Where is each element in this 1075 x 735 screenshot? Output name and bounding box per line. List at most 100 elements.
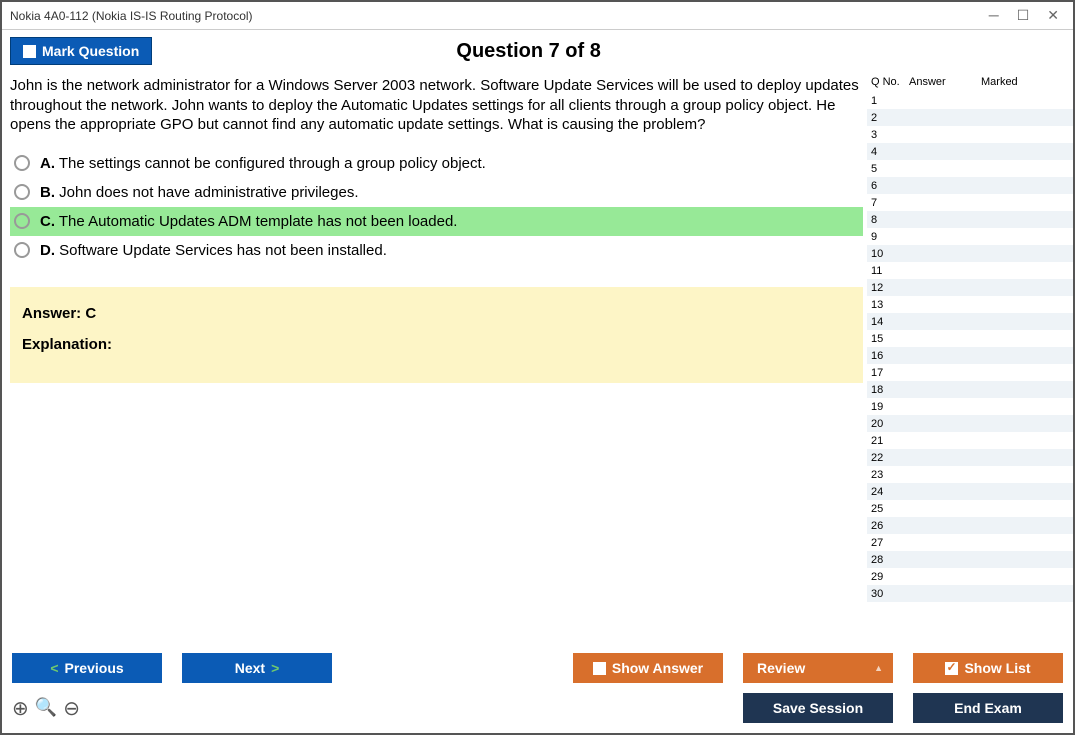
next-label: Next [235,660,265,676]
row-qno: 26 [867,520,905,532]
row-qno: 29 [867,571,905,583]
mark-question-button[interactable]: Mark Question [10,37,152,65]
show-answer-button[interactable]: Show Answer [573,653,723,683]
options-list: A. The settings cannot be configured thr… [10,149,863,265]
question-list-row[interactable]: 17 [867,364,1073,381]
checkbox-icon [593,662,606,675]
show-list-button[interactable]: Show List [913,653,1063,683]
previous-button[interactable]: < Previous [12,653,162,683]
question-list-row[interactable]: 10 [867,245,1073,262]
row-qno: 7 [867,197,905,209]
option-row[interactable]: C. The Automatic Updates ADM template ha… [10,207,863,236]
question-list-row[interactable]: 18 [867,381,1073,398]
question-list-row[interactable]: 3 [867,126,1073,143]
question-list-row[interactable]: 29 [867,568,1073,585]
question-list-row[interactable]: 21 [867,432,1073,449]
minimize-icon[interactable]: ─ [989,7,999,24]
row-qno: 5 [867,163,905,175]
window-controls: ─ ☐ ✕ [989,7,1065,24]
window-title: Nokia 4A0-112 (Nokia IS-IS Routing Proto… [10,9,989,23]
review-button[interactable]: Review ▲ [743,653,893,683]
question-text: John is the network administrator for a … [10,72,863,149]
question-list-row[interactable]: 12 [867,279,1073,296]
row-qno: 22 [867,452,905,464]
question-counter-title: Question 7 of 8 [152,40,1065,63]
question-list-row[interactable]: 9 [867,228,1073,245]
option-text: D. Software Update Services has not been… [40,242,387,259]
zoom-in-icon[interactable]: ⊕ [12,696,29,721]
main-column: John is the network administrator for a … [10,72,867,645]
question-list-row[interactable]: 2 [867,109,1073,126]
row-qno: 16 [867,350,905,362]
question-list-header: Q No. Answer Marked [867,74,1073,92]
row-qno: 15 [867,333,905,345]
footer-row-2: ⊕ 🔍 ⊖ Save Session End Exam [12,693,1063,723]
option-text: A. The settings cannot be configured thr… [40,155,486,172]
question-list-row[interactable]: 16 [867,347,1073,364]
next-button[interactable]: Next > [182,653,332,683]
question-list-row[interactable]: 19 [867,398,1073,415]
question-list-row[interactable]: 30 [867,585,1073,602]
explanation-label: Explanation: [22,336,851,353]
end-exam-button[interactable]: End Exam [913,693,1063,723]
row-qno: 25 [867,503,905,515]
question-list-row[interactable]: 24 [867,483,1073,500]
header-row: Mark Question Question 7 of 8 [2,30,1073,72]
row-qno: 20 [867,418,905,430]
question-list-row[interactable]: 1 [867,92,1073,109]
question-list-row[interactable]: 7 [867,194,1073,211]
radio-icon [14,184,30,200]
question-list-row[interactable]: 6 [867,177,1073,194]
option-row[interactable]: D. Software Update Services has not been… [10,236,863,265]
radio-icon [14,242,30,258]
row-qno: 9 [867,231,905,243]
question-list-row[interactable]: 4 [867,143,1073,160]
option-text: C. The Automatic Updates ADM template ha… [40,213,457,230]
maximize-icon[interactable]: ☐ [1017,7,1030,24]
question-list-row[interactable]: 8 [867,211,1073,228]
question-list-row[interactable]: 26 [867,517,1073,534]
question-list-row[interactable]: 25 [867,500,1073,517]
question-list-row[interactable]: 5 [867,160,1073,177]
chevron-left-icon: < [50,660,58,676]
question-list-row[interactable]: 28 [867,551,1073,568]
zoom-out-icon[interactable]: ⊖ [63,696,80,721]
show-answer-label: Show Answer [612,660,703,676]
question-list-row[interactable]: 23 [867,466,1073,483]
question-list-row[interactable]: 27 [867,534,1073,551]
question-list-row[interactable]: 15 [867,330,1073,347]
row-qno: 4 [867,146,905,158]
col-header-qno: Q No. [871,76,909,88]
row-qno: 17 [867,367,905,379]
question-list-panel: Q No. Answer Marked 12345678910111213141… [867,72,1073,645]
row-qno: 30 [867,588,905,600]
question-list-row[interactable]: 14 [867,313,1073,330]
app-window: Nokia 4A0-112 (Nokia IS-IS Routing Proto… [0,0,1075,735]
show-list-label: Show List [964,660,1030,676]
col-header-marked: Marked [981,76,1073,88]
row-qno: 27 [867,537,905,549]
question-list-row[interactable]: 11 [867,262,1073,279]
row-qno: 12 [867,282,905,294]
question-list-row[interactable]: 20 [867,415,1073,432]
close-icon[interactable]: ✕ [1047,7,1059,24]
answer-explanation-box: Answer: C Explanation: [10,287,863,383]
question-list-row[interactable]: 13 [867,296,1073,313]
row-qno: 19 [867,401,905,413]
row-qno: 11 [867,265,905,277]
row-qno: 28 [867,554,905,566]
zoom-reset-icon[interactable]: 🔍 [35,697,57,722]
question-list-row[interactable]: 22 [867,449,1073,466]
option-row[interactable]: B. John does not have administrative pri… [10,178,863,207]
radio-icon [14,213,30,229]
save-session-button[interactable]: Save Session [743,693,893,723]
footer-row-1: < Previous Next > Show Answer Review ▲ S… [12,653,1063,683]
option-row[interactable]: A. The settings cannot be configured thr… [10,149,863,178]
row-qno: 13 [867,299,905,311]
question-list-scroll[interactable]: 1234567891011121314151617181920212223242… [867,92,1073,645]
mark-question-label: Mark Question [42,43,139,59]
col-header-answer: Answer [909,76,981,88]
zoom-controls: ⊕ 🔍 ⊖ [12,696,80,721]
option-text: B. John does not have administrative pri… [40,184,359,201]
answer-label: Answer: C [22,305,851,322]
